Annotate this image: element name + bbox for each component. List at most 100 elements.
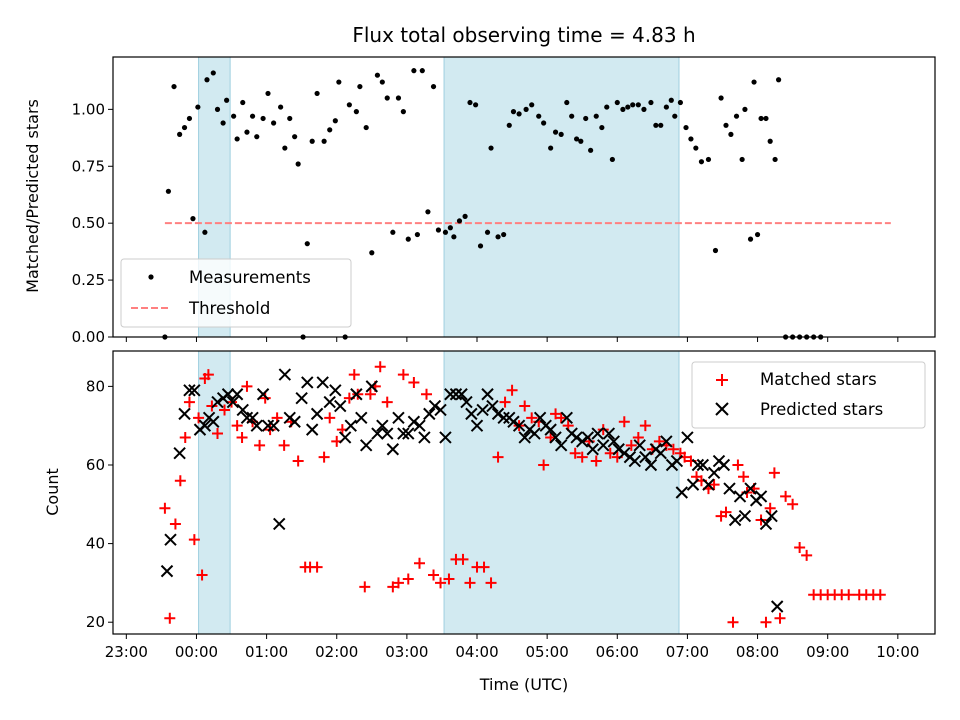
data-point-matched — [206, 400, 218, 412]
data-point — [739, 156, 745, 163]
data-point-predicted — [188, 384, 201, 397]
data-point — [254, 134, 260, 140]
data-point — [536, 113, 542, 119]
data-point-predicted — [381, 427, 394, 440]
data-point-matched — [760, 616, 772, 628]
data-point — [569, 113, 575, 119]
chart-title: Flux total observing time = 4.83 h — [352, 23, 695, 47]
data-point-matched — [639, 420, 651, 432]
data-point — [712, 247, 719, 254]
data-point-predicted — [486, 399, 499, 413]
data-point — [516, 111, 522, 117]
legend-box — [120, 258, 352, 328]
legend-marker-matched — [716, 374, 728, 386]
data-point-matched — [499, 396, 511, 408]
data-point — [772, 156, 778, 163]
data-point-predicted — [288, 415, 301, 428]
data-point-matched — [324, 412, 336, 424]
legend-label-matched: Matched stars — [760, 370, 877, 389]
data-point-matched — [538, 459, 550, 471]
data-point — [451, 234, 457, 240]
x-tick-label: 08:00 — [736, 643, 779, 661]
data-point-predicted — [226, 395, 240, 409]
data-point-matched — [364, 388, 376, 400]
ratio-panel: 0.00 0.25 0.50 0.75 1.00 Flux total observin… — [23, 23, 936, 346]
data-point — [165, 188, 172, 194]
data-point — [244, 129, 250, 135]
data-point-matched — [359, 581, 371, 593]
data-point — [442, 229, 449, 235]
data-point-matched — [576, 451, 588, 463]
data-point-predicted — [544, 423, 557, 436]
data-point-predicted — [770, 600, 784, 613]
data-point — [265, 90, 271, 97]
data-point — [599, 124, 605, 131]
data-point-matched — [413, 557, 425, 569]
x-tick-label: 06:00 — [596, 643, 639, 661]
data-point-predicted — [334, 399, 347, 413]
axes-frame — [112, 350, 936, 635]
data-point — [541, 120, 547, 126]
data-point — [663, 104, 669, 110]
data-point-predicted — [261, 419, 275, 432]
data-point-matched — [708, 479, 720, 491]
data-point-matched — [408, 376, 420, 388]
data-point-predicted — [612, 443, 625, 456]
data-point — [775, 77, 782, 83]
data-point — [234, 136, 240, 142]
data-point — [171, 83, 177, 90]
data-point — [588, 147, 594, 153]
data-point — [506, 122, 512, 128]
data-point-matched — [590, 455, 602, 467]
data-point — [224, 97, 230, 103]
data-point-predicted — [256, 388, 270, 401]
data-point-matched — [492, 451, 504, 463]
data-point-predicted — [639, 450, 652, 464]
data-point-predicted — [428, 399, 442, 413]
data-point — [419, 68, 425, 74]
data-point-predicted — [371, 427, 384, 440]
data-point-matched — [196, 569, 208, 581]
data-point — [260, 115, 266, 122]
data-point — [698, 159, 705, 165]
data-point — [395, 95, 402, 101]
data-point-matched — [212, 428, 224, 440]
data-point — [357, 83, 363, 90]
data-point-predicted — [765, 509, 778, 523]
legend-box — [691, 361, 926, 429]
data-point-predicted — [518, 431, 531, 444]
data-point-predicted — [173, 446, 186, 460]
data-point-predicted — [591, 427, 604, 440]
data-point — [641, 106, 647, 112]
data-point — [718, 95, 724, 101]
data-point-matched — [278, 439, 290, 451]
data-point-predicted — [570, 431, 583, 444]
x-tick-label: 07:00 — [666, 643, 709, 661]
data-point-matched — [392, 577, 404, 589]
data-point-matched — [843, 589, 855, 601]
data-point — [282, 145, 288, 151]
data-point-predicted — [207, 415, 220, 428]
data-point-matched — [311, 561, 323, 573]
data-point — [593, 113, 599, 119]
data-point-predicted — [386, 443, 400, 456]
data-point — [414, 231, 420, 238]
data-point-matched — [768, 467, 780, 479]
data-point-predicted — [164, 533, 177, 546]
data-point-matched — [231, 420, 243, 432]
data-point-matched — [241, 380, 253, 392]
data-point — [400, 109, 406, 115]
data-point — [473, 102, 479, 108]
data-point — [728, 131, 734, 137]
data-point-matched — [374, 361, 386, 373]
data-point-matched — [550, 408, 562, 420]
legend-label-threshold: Threshold — [188, 299, 270, 318]
data-point-matched — [159, 502, 171, 514]
data-point-predicted — [267, 419, 280, 432]
data-point-predicted — [628, 454, 642, 468]
data-point — [501, 231, 507, 238]
data-point — [467, 99, 473, 106]
data-point — [484, 229, 491, 235]
y-tick-label: 20 — [86, 613, 105, 631]
data-point-matched — [292, 455, 304, 467]
